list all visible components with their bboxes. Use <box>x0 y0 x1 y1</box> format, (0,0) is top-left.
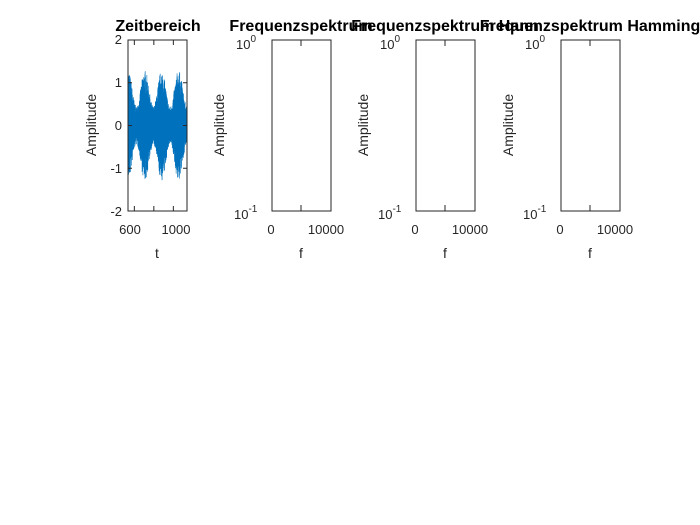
subplot-3-title: Frequenzspektrum Hann <box>351 18 539 35</box>
subplot-4-xtick-label-0: 0 <box>556 222 563 237</box>
subplot-1-ytick-label-m2: -2 <box>110 204 122 219</box>
subplot-4-ytick-top-exp: 0 <box>539 34 545 45</box>
subplot-4-xlabel: f <box>588 245 592 261</box>
subplot-4-xtick-label-10000: 10000 <box>597 222 633 237</box>
subplot-3-ytick-label-top: 100 <box>380 34 400 52</box>
signal-line <box>127 71 188 181</box>
subplot-2-xtick-label-0: 0 <box>267 222 274 237</box>
subplot-2-ytick-top-exp: 0 <box>250 34 256 45</box>
subplot-1-title: Zeitbereich <box>115 18 200 35</box>
subplot-3-ytick-top-base: 10 <box>380 37 394 52</box>
subplot-1: Zeitbereich 2 1 0 -1 -2 600 1000 t Ampli… <box>83 18 201 261</box>
subplot-3-ticks <box>415 40 476 211</box>
subplot-2-title: Frequenzspektrum <box>229 18 372 35</box>
subplot-1-ytick-label-m1: -1 <box>110 161 122 176</box>
subplot-1-xtick-label-1000: 1000 <box>162 222 191 237</box>
subplot-1-ylabel: Amplitude <box>83 94 99 156</box>
subplot-2-xtick-label-10000: 10000 <box>308 222 344 237</box>
subplot-2-ytick-label-bottom: 10-1 <box>234 204 258 222</box>
subplot-1-ytick-label-1: 1 <box>115 75 122 90</box>
subplot-4: 0 10000 f Amplitude 100 10-1 <box>500 34 633 261</box>
subplot-2-ytick-top-base: 10 <box>236 37 250 52</box>
subplot-4-ytick-label-top: 100 <box>525 34 545 52</box>
subplot-1-xtick-label-600: 600 <box>119 222 141 237</box>
subplot-4-ticks <box>560 40 621 211</box>
subplot-4-title: Frequenzspektrum Hamming <box>480 18 700 35</box>
signal-trace <box>127 71 188 181</box>
subplot-3-ytick-label-bottom: 10-1 <box>378 204 402 222</box>
subplot-2-xlabel: f <box>299 245 303 261</box>
subplot-1-ticks <box>128 39 187 212</box>
subplot-4-ylabel: Amplitude <box>500 94 516 156</box>
subplot-1-xlabel: t <box>155 245 159 261</box>
subplot-4-ytick-label-bottom: 10-1 <box>523 204 547 222</box>
subplot-3-xlabel: f <box>443 245 447 261</box>
subplot-1-ytick-label-0: 0 <box>115 118 122 133</box>
subplot-2: 0 10000 f Amplitude 100 10-1 <box>211 34 344 261</box>
subplot-3: 0 10000 f Amplitude 100 10-1 <box>355 34 488 261</box>
subplot-3-ytick-bottom-base: 10 <box>378 207 392 222</box>
subplot-4-ytick-bottom-exp: -1 <box>537 204 546 215</box>
subplot-2-ylabel: Amplitude <box>211 94 227 156</box>
subplot-2-ticks <box>271 40 332 211</box>
subplot-1-ytick-label-2: 2 <box>115 32 122 47</box>
subplot-4-ytick-top-base: 10 <box>525 37 539 52</box>
subplot-3-ytick-top-exp: 0 <box>394 34 400 45</box>
subplot-2-ytick-label-top: 100 <box>236 34 256 52</box>
subplot-3-xtick-label-10000: 10000 <box>452 222 488 237</box>
subplot-4-ytick-bottom-base: 10 <box>523 207 537 222</box>
subplot-3-ytick-bottom-exp: -1 <box>392 204 401 215</box>
subplot-3-xtick-label-0: 0 <box>411 222 418 237</box>
subplot-2-ytick-bottom-exp: -1 <box>248 204 257 215</box>
subplot-2-ytick-bottom-base: 10 <box>234 207 248 222</box>
subplot-3-ylabel: Amplitude <box>355 94 371 156</box>
